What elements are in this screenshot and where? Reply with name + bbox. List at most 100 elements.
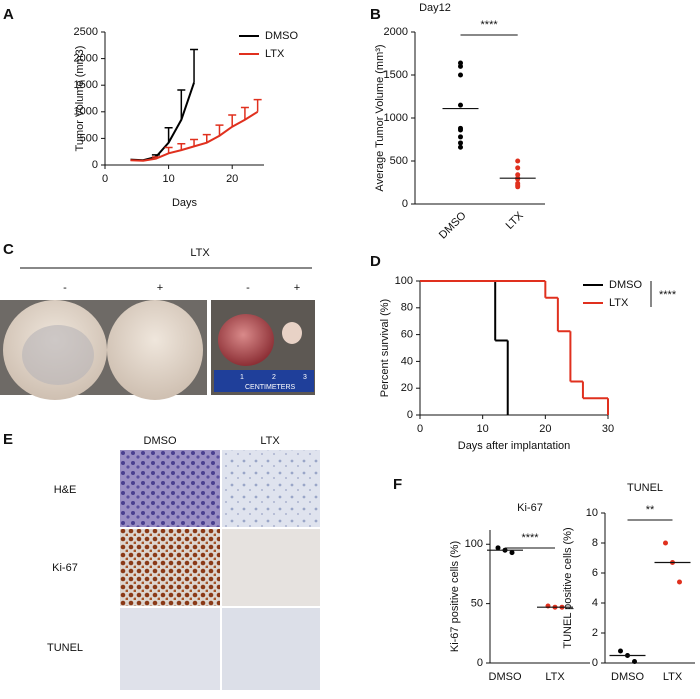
y-tick-label: 2 bbox=[592, 627, 598, 639]
y-tick-label: 0 bbox=[477, 657, 483, 669]
y-tick-label: 500 bbox=[390, 155, 408, 167]
ruler bbox=[214, 370, 314, 392]
panel-letter: A bbox=[3, 6, 14, 23]
legend-label: LTX bbox=[265, 48, 285, 60]
y-axis-label: Tumor Volume (mm3) bbox=[74, 46, 86, 152]
error-bar bbox=[177, 142, 186, 151]
y-tick-label: 6 bbox=[592, 567, 598, 579]
y-tick-label: 80 bbox=[401, 302, 413, 314]
data-point bbox=[458, 63, 463, 69]
data-point bbox=[458, 102, 463, 108]
row-label: H&E bbox=[54, 484, 77, 496]
condition: + bbox=[294, 282, 300, 294]
error-bar bbox=[164, 127, 173, 143]
y-tick-label: 2500 bbox=[74, 26, 98, 38]
y-tick-label: 50 bbox=[471, 598, 483, 610]
error-bar bbox=[202, 133, 211, 143]
panel-letter: C bbox=[3, 241, 14, 258]
row-label: Ki-67 bbox=[52, 562, 78, 574]
y-axis-label: Ki-67 positive cells (%) bbox=[449, 541, 461, 652]
data-point bbox=[632, 659, 637, 664]
x-tick-label: 30 bbox=[602, 423, 614, 435]
y-tick-label: 1500 bbox=[384, 69, 408, 81]
data-point bbox=[515, 165, 521, 171]
panel-letter: D bbox=[370, 253, 381, 270]
column-label: DMSO bbox=[144, 435, 177, 447]
y-axis-label: Percent survival (%) bbox=[379, 299, 391, 397]
y-tick-label: 1000 bbox=[74, 106, 98, 118]
row-label: TUNEL bbox=[47, 642, 83, 654]
data-point bbox=[458, 144, 463, 150]
x-tick-label: DMSO bbox=[611, 671, 644, 683]
tumor-dmso bbox=[218, 314, 274, 366]
micrograph bbox=[120, 450, 220, 527]
y-tick-label: 2000 bbox=[74, 53, 98, 65]
data-point bbox=[677, 579, 682, 585]
error-bar bbox=[190, 138, 199, 147]
ruler-units: CENTIMETERS bbox=[245, 384, 296, 391]
y-tick-label: 0 bbox=[402, 198, 408, 210]
error-bar bbox=[253, 98, 262, 112]
photo-layer bbox=[0, 267, 320, 690]
y-tick-label: 500 bbox=[80, 132, 98, 144]
tumor-bulge bbox=[22, 325, 94, 385]
significance: **** bbox=[481, 19, 499, 31]
condition: + bbox=[157, 282, 163, 294]
data-point bbox=[515, 172, 521, 178]
y-tick-label: 0 bbox=[407, 409, 413, 421]
y-tick-label: 40 bbox=[401, 355, 413, 367]
significance: **** bbox=[659, 289, 677, 301]
y-tick-label: 2000 bbox=[384, 26, 408, 38]
x-axis-label: Days bbox=[172, 197, 198, 209]
y-tick-label: 0 bbox=[92, 159, 98, 171]
data-point bbox=[515, 176, 521, 182]
panel-letter: F bbox=[393, 476, 402, 493]
data-point bbox=[458, 60, 463, 66]
data-point bbox=[509, 550, 515, 556]
x-tick-label: LTX bbox=[545, 671, 565, 683]
error-bar bbox=[215, 124, 224, 136]
x-tick-label: DMSO bbox=[437, 209, 469, 241]
micrograph bbox=[222, 608, 320, 690]
y-tick-label: 60 bbox=[401, 329, 413, 341]
data-point bbox=[495, 545, 501, 551]
column-label: LTX bbox=[260, 435, 280, 447]
data-point bbox=[663, 540, 668, 546]
data-point bbox=[458, 127, 463, 133]
x-tick-label: LTX bbox=[504, 209, 527, 232]
y-tick-label: 0 bbox=[592, 657, 598, 669]
mouse bbox=[107, 300, 203, 400]
y-tick-label: 20 bbox=[401, 382, 413, 394]
data-point bbox=[458, 72, 463, 78]
x-tick-label: LTX bbox=[663, 671, 683, 683]
legend-label: DMSO bbox=[609, 279, 642, 291]
condition: - bbox=[246, 282, 250, 294]
y-axis-label: Average Tumor Volume (mm³) bbox=[374, 44, 386, 191]
legend-label: LTX bbox=[609, 297, 629, 309]
tumor-ltx bbox=[282, 322, 302, 344]
ruler-mark: 2 bbox=[272, 374, 276, 381]
data-point bbox=[458, 134, 463, 140]
x-axis-label: Days after implantation bbox=[458, 440, 571, 452]
micrograph bbox=[120, 608, 220, 690]
y-tick-label: 10 bbox=[586, 507, 598, 519]
x-tick-label: 10 bbox=[477, 423, 489, 435]
x-tick-label: 0 bbox=[417, 423, 423, 435]
micrograph bbox=[222, 529, 320, 606]
significance: **** bbox=[521, 532, 539, 544]
series-line bbox=[130, 110, 259, 162]
y-tick-label: 1500 bbox=[74, 79, 98, 91]
legend-label: DMSO bbox=[265, 30, 298, 42]
data-point bbox=[515, 158, 521, 164]
micrograph bbox=[120, 529, 220, 606]
y-tick-label: 1000 bbox=[384, 112, 408, 124]
chart-title: Ki-67 bbox=[517, 502, 543, 514]
panel-letter: E bbox=[3, 431, 13, 448]
error-bar bbox=[228, 114, 237, 127]
y-tick-label: 100 bbox=[465, 538, 483, 550]
error-bar bbox=[240, 106, 249, 120]
ruler-mark: 3 bbox=[303, 374, 307, 381]
condition: - bbox=[63, 282, 67, 294]
x-tick-label: 10 bbox=[162, 173, 174, 185]
